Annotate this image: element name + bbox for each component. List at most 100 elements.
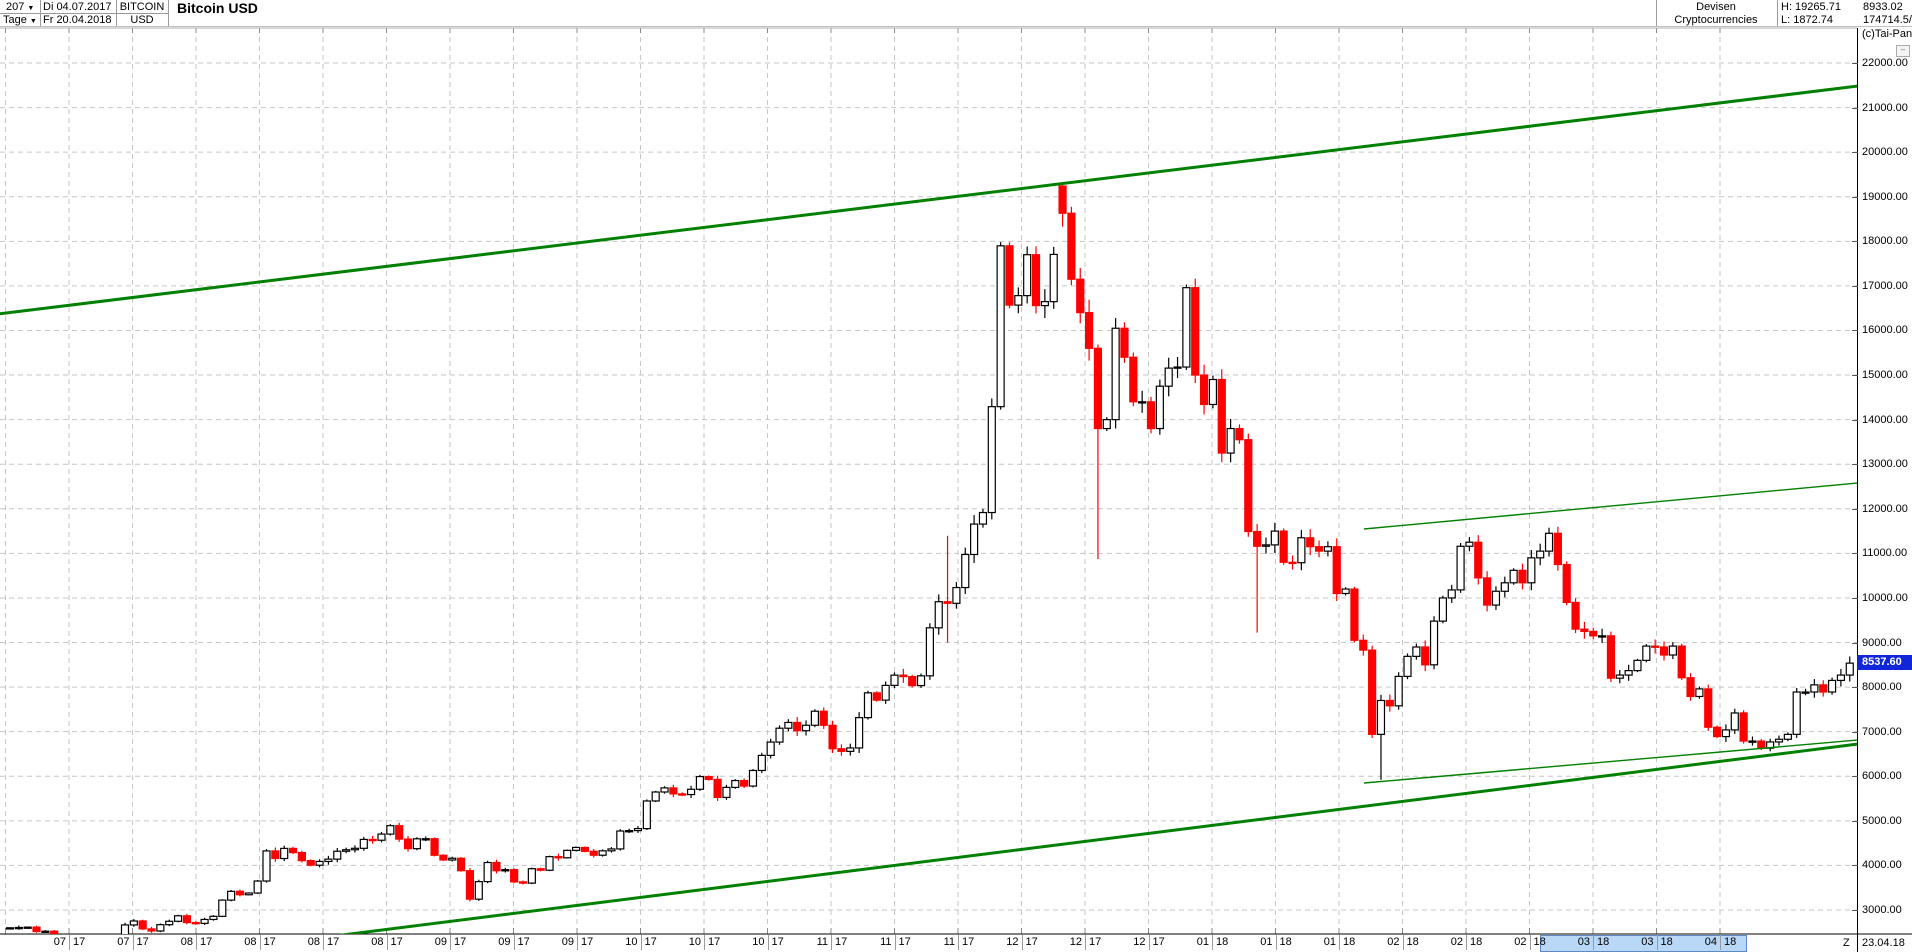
candle-body [1456, 545, 1465, 591]
candle-body [1332, 546, 1341, 595]
candle-body [987, 406, 996, 514]
candle-body [1651, 645, 1660, 648]
candle-body [1465, 541, 1474, 547]
upper-channel-major[interactable] [0, 84, 1858, 316]
candle-body [227, 890, 236, 901]
y-axis-tick [1852, 553, 1858, 555]
candle-body [1226, 427, 1235, 454]
candle-body [1306, 537, 1315, 548]
candle-body [1483, 577, 1492, 606]
bars-count-dropdown[interactable]: 207 ▼ [6, 1, 35, 13]
candle-body [1182, 287, 1191, 368]
y-axis-tick [1852, 107, 1858, 109]
chevron-down-icon: ▼ [29, 18, 37, 25]
period-dropdown[interactable]: Tage ▼ [3, 14, 37, 26]
candle-body [651, 791, 660, 802]
candle-body [598, 850, 607, 856]
y-axis-label: 10000.00 [1862, 591, 1908, 604]
y-axis-label: 13000.00 [1862, 458, 1908, 471]
candle-body [970, 523, 979, 556]
candle-body [173, 915, 183, 922]
candle-body [1040, 301, 1049, 307]
candle-body [1677, 645, 1686, 679]
y-axis-tick [1852, 642, 1858, 644]
candle-body [1067, 212, 1076, 280]
candle-body [510, 869, 519, 883]
candle-body [244, 892, 253, 896]
candle-body [952, 586, 961, 604]
candle-body [669, 787, 678, 795]
candle-body [182, 915, 191, 924]
candle-body [775, 727, 784, 743]
candle-body [1244, 439, 1253, 533]
candle-body [784, 721, 793, 729]
upper-channel-minor[interactable] [1363, 482, 1858, 530]
lower-channel-major[interactable] [295, 742, 1858, 941]
candle-body [1571, 601, 1580, 630]
candle-body [1819, 684, 1828, 693]
candle-body [1580, 628, 1589, 632]
y-axis-tick [1852, 241, 1858, 243]
candle-body [1314, 546, 1324, 552]
candle-body [1403, 655, 1412, 678]
candle-body [147, 928, 156, 932]
candle-body [1014, 295, 1023, 306]
candle-body [483, 861, 492, 883]
symbol-label: BITCOIN [119, 1, 165, 13]
candle-body [1589, 630, 1598, 637]
candle-body [1845, 662, 1854, 676]
quote-value-2: 174714.5/ [1863, 14, 1912, 26]
candle-body [633, 827, 643, 832]
candle-body [1076, 278, 1085, 314]
candle-body [899, 674, 908, 678]
candle-body [1633, 659, 1642, 672]
candle-body [359, 838, 368, 849]
candle-body [456, 857, 466, 872]
candle-body [1005, 245, 1014, 306]
y-axis-tick [1852, 419, 1858, 421]
collapse-pane-button[interactable]: – [1896, 45, 1910, 57]
candle-body [1721, 729, 1731, 738]
candle-body [1615, 674, 1624, 679]
date-from[interactable]: Di 04.07.2017 [43, 1, 112, 13]
candle-body [1155, 385, 1164, 430]
candle-body [1553, 532, 1562, 566]
candle-body [872, 692, 881, 701]
candle-body [324, 858, 333, 863]
candle-body [766, 741, 775, 757]
candle-body [563, 849, 572, 859]
candle-body [1695, 688, 1704, 698]
copyright-label: (c)Tai-Pan [1862, 28, 1912, 40]
date-to[interactable]: Fr 20.04.2018 [43, 14, 112, 26]
candle-body [819, 710, 828, 726]
zoom-mode-button[interactable]: Z [1843, 937, 1850, 949]
y-axis-label: 15000.00 [1862, 369, 1908, 382]
candle-body [642, 800, 651, 830]
candle-body [403, 838, 413, 850]
candle-body [1350, 588, 1359, 641]
candle-body [315, 860, 324, 866]
candle-body [1421, 646, 1430, 666]
candle-body [209, 915, 218, 921]
y-axis-label: 9000.00 [1862, 636, 1902, 649]
candle-body [536, 868, 545, 871]
candle-body [1261, 544, 1271, 547]
candle-body [1757, 740, 1766, 749]
lower-channel-minor[interactable] [1363, 739, 1858, 784]
candle-body [713, 778, 722, 798]
candle-body [1783, 733, 1792, 740]
candle-body [571, 846, 581, 851]
candle-body [916, 675, 926, 687]
y-axis-label: 14000.00 [1862, 413, 1908, 426]
candle-body [395, 825, 404, 840]
candle-body [1544, 532, 1554, 552]
candle-body [1491, 590, 1501, 606]
candle-body [695, 775, 705, 790]
candle-body [1173, 366, 1182, 369]
last-quote-date: 23.04.18 [1862, 937, 1905, 949]
candle-body [518, 881, 528, 884]
candle-body [350, 847, 360, 851]
candle-body [501, 869, 510, 872]
candle-body [961, 553, 970, 589]
